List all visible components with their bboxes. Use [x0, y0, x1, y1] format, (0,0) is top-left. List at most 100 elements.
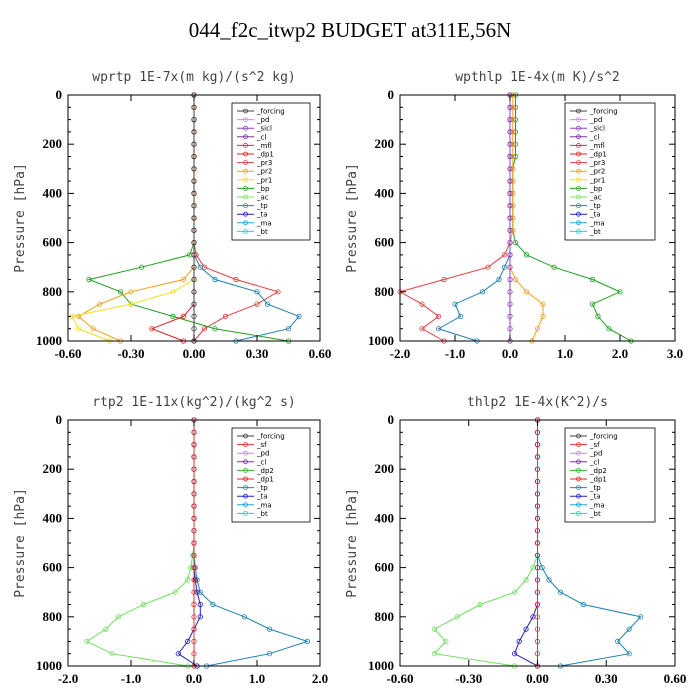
- x-tick-label: -0.60: [54, 346, 81, 361]
- legend-marker: [576, 442, 581, 448]
- data-point-bp: [117, 289, 124, 295]
- data-point-dp1: [115, 614, 122, 620]
- legend-marker: [243, 493, 248, 499]
- legend-entry: _pr2: [589, 168, 605, 176]
- data-point-pr2: [523, 289, 530, 295]
- x-tick-label: 1.0: [249, 671, 265, 686]
- data-point-tp: [580, 601, 586, 608]
- data-point-forcing: [534, 466, 541, 472]
- legend-marker: [576, 160, 581, 166]
- data-point-tp: [626, 651, 632, 657]
- data-point-dp1: [511, 589, 518, 595]
- panel-title: wprtp 1E-7x(m kg)/(s^2 kg): [92, 70, 296, 85]
- data-point-dp1: [523, 577, 529, 583]
- legend-entry: _pd: [589, 450, 602, 458]
- legend-marker: [243, 168, 248, 174]
- data-point-forcing: [191, 252, 197, 258]
- legend-marker: [243, 125, 248, 131]
- legend-entry: _forcing: [589, 433, 618, 441]
- data-point-dp1: [431, 626, 437, 632]
- y-tick-label: 1000: [368, 333, 394, 348]
- legend-entry: _bp: [256, 185, 270, 193]
- legend-entry: _ac: [589, 194, 602, 202]
- data-point-forcing: [191, 638, 197, 645]
- data-point-bp: [138, 264, 145, 270]
- legend-marker: [576, 433, 581, 439]
- data-point-ta: [516, 638, 522, 645]
- legend-entry: _pr1: [256, 176, 272, 184]
- data-point-forcing: [191, 601, 197, 608]
- data-point-pr3: [485, 264, 491, 270]
- data-point-forcing: [191, 651, 197, 657]
- data-point-dp1: [149, 326, 155, 332]
- legend-marker: [243, 211, 248, 217]
- data-point-forcing: [191, 441, 197, 448]
- data-point-forcing: [191, 564, 197, 571]
- legend-entry: _sicl: [589, 125, 605, 133]
- data-point-pr3: [254, 301, 260, 307]
- data-point-sicl: [507, 104, 513, 110]
- legend-marker: [243, 160, 248, 166]
- data-point-sicl: [507, 141, 513, 147]
- legend-marker: [243, 450, 248, 456]
- legend-entry: _tp: [256, 202, 268, 210]
- data-point-forcing: [534, 614, 541, 620]
- legend-entry: _pd: [256, 450, 269, 458]
- data-point-bp: [589, 301, 596, 307]
- x-tick-label: 0.60: [664, 671, 687, 686]
- legend-entry: _cl: [589, 133, 599, 141]
- data-point-tp: [615, 638, 621, 645]
- data-point-forcing: [191, 614, 197, 620]
- x-tick-label: 1.0: [557, 346, 573, 361]
- y-tick-label: 0: [56, 412, 63, 427]
- data-point-forcing: [534, 552, 541, 558]
- data-point-forcing: [191, 104, 197, 110]
- data-point-ta: [185, 638, 191, 645]
- x-tick-label: 2.0: [612, 346, 628, 361]
- data-point-pr2: [510, 227, 516, 233]
- data-point-forcing: [191, 215, 197, 221]
- legend-marker: [576, 502, 581, 508]
- x-tick-label: -2.0: [390, 346, 411, 361]
- y-tick-label: 400: [43, 185, 63, 200]
- y-axis-label: Pressure [hPa]: [13, 488, 28, 598]
- y-tick-label: 200: [43, 461, 63, 476]
- data-point-ta: [523, 626, 529, 632]
- data-point-tp: [197, 264, 203, 270]
- data-point-forcing: [191, 289, 197, 295]
- legend-entry: _tp: [256, 484, 268, 492]
- legend-marker: [576, 203, 581, 209]
- legend-entry: _bt: [589, 510, 601, 518]
- data-point-sicl: [507, 129, 513, 135]
- data-point-forcing: [191, 301, 197, 307]
- data-point-tp: [212, 276, 218, 283]
- data-point-ta: [194, 589, 200, 595]
- data-point-pr2: [75, 313, 82, 319]
- data-point-pr2: [510, 104, 516, 110]
- data-point-forcing: [191, 491, 197, 497]
- y-tick-label: 600: [43, 235, 63, 250]
- data-point-pr2: [534, 326, 541, 332]
- data-point-pr2: [180, 276, 187, 283]
- data-point-pr3: [419, 326, 425, 332]
- legend-entry: _bt: [589, 228, 601, 236]
- legend-marker: [576, 177, 581, 183]
- series-line-ta: [513, 420, 538, 667]
- x-tick-label: 0.0: [502, 346, 518, 361]
- legend-marker: [243, 134, 248, 140]
- data-point-dp1: [185, 577, 191, 583]
- series-line-dp1: [433, 420, 538, 667]
- data-point-forcing: [191, 264, 197, 270]
- legend-entry: _pr2: [256, 168, 272, 176]
- x-tick-label: 0.0: [186, 671, 202, 686]
- panel-title: thlp2 1E-4x(K^2)/s: [467, 395, 608, 410]
- data-point-forcing: [191, 203, 197, 209]
- data-point-pr1: [170, 289, 176, 295]
- data-point-tp: [264, 301, 271, 307]
- data-point-sicl: [507, 178, 513, 184]
- data-point-forcing: [191, 129, 197, 135]
- y-tick-label: 600: [375, 560, 395, 575]
- legend-entry: _sicl: [256, 125, 272, 133]
